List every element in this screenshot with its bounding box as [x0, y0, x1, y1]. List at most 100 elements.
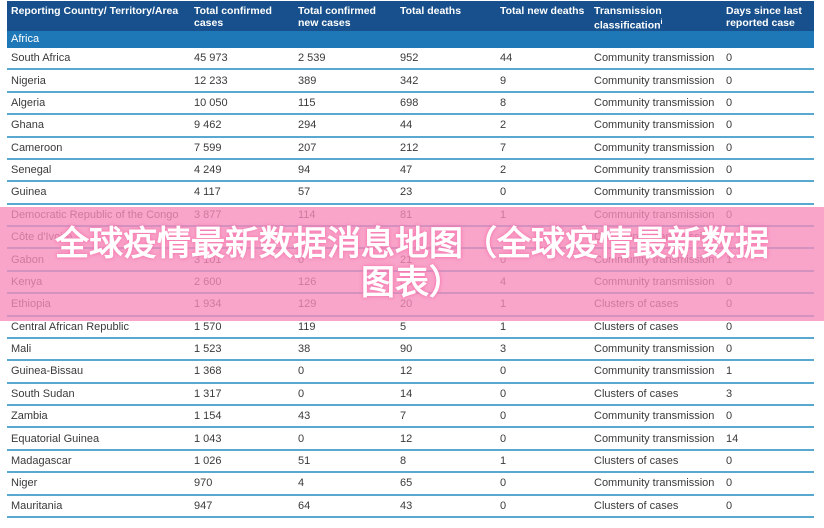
days-since-last-case-cell: 0	[726, 320, 733, 333]
col-header-reporting-country: Reporting Country/ Territory/Area	[11, 5, 179, 17]
table-header-row: Reporting Country/ Territory/Area Total …	[7, 1, 814, 31]
days-since-last-case-cell: 1	[726, 365, 733, 378]
table-row: Senegal 4 249 94 47 2 Community transmis…	[7, 159, 814, 183]
total-confirmed-cases-cell: 1 043	[194, 432, 222, 445]
table-row: Zambia 1 154 43 7 0 Community transmissi…	[7, 406, 814, 429]
total-confirmed-new-cases-cell: 0	[298, 365, 305, 378]
days-since-last-case-cell: 0	[726, 119, 733, 132]
col-header-total-confirmed-new-cases: Total confirmed new cases	[298, 5, 376, 29]
total-deaths-cell: 342	[400, 74, 419, 87]
total-new-deaths-cell: 7	[500, 141, 507, 154]
total-deaths-cell: 23	[400, 186, 413, 199]
total-confirmed-new-cases-cell: 0	[298, 387, 305, 400]
region-band-africa: Africa	[7, 31, 814, 48]
total-confirmed-cases-cell: 4 117	[194, 186, 221, 199]
transmission-classification-cell: Clusters of cases	[594, 454, 679, 467]
table-row: Mauritania 947 64 43 0 Clusters of cases…	[7, 495, 814, 518]
total-deaths-cell: 952	[400, 52, 419, 65]
transmission-classification-cell: Clusters of cases	[594, 320, 679, 333]
table-row: South Africa 45 973 2 539 952 44 Communi…	[7, 48, 814, 71]
country-name-cell: Madagascar	[11, 454, 72, 467]
table-row: Ghana 9 462 294 44 2 Community transmiss…	[7, 115, 814, 138]
total-new-deaths-cell: 2	[500, 164, 507, 177]
total-new-deaths-cell: 0	[500, 499, 507, 512]
total-confirmed-cases-cell: 7 599	[194, 141, 222, 154]
transmission-classification-cell: Community transmission	[594, 52, 715, 65]
total-confirmed-new-cases-cell: 294	[298, 119, 317, 132]
transmission-classification-cell: Clusters of cases	[594, 499, 679, 512]
col-header-total-new-deaths: Total new deaths	[500, 5, 585, 17]
total-confirmed-cases-cell: 10 050	[194, 96, 228, 109]
total-new-deaths-cell: 0	[500, 365, 507, 378]
country-name-cell: Niger	[11, 477, 38, 490]
country-name-cell: Cameroon	[11, 141, 63, 154]
days-since-last-case-cell: 0	[726, 141, 733, 154]
col-header-transmission-classification: Transmission classificationi	[589, 1, 720, 31]
total-deaths-cell: 90	[400, 343, 413, 356]
country-name-cell: Nigeria	[11, 74, 46, 87]
total-new-deaths-cell: 0	[500, 432, 507, 445]
total-confirmed-new-cases-cell: 119	[298, 320, 316, 333]
total-deaths-cell: 14	[400, 387, 413, 400]
total-confirmed-cases-cell: 45 973	[194, 52, 228, 65]
transmission-classification-cell: Community transmission	[594, 119, 715, 132]
table-row: Central African Republic 1 570 119 5 1 C…	[7, 316, 814, 339]
country-name-cell: Zambia	[11, 410, 48, 423]
total-new-deaths-cell: 1	[500, 454, 507, 467]
days-since-last-case-cell: 0	[726, 164, 733, 177]
total-new-deaths-cell: 2	[500, 119, 507, 132]
total-deaths-cell: 47	[400, 164, 413, 177]
country-name-cell: Guinea	[11, 186, 47, 199]
total-new-deaths-cell: 3	[500, 343, 507, 356]
transmission-classification-cell: Community transmission	[594, 432, 715, 445]
days-since-last-case-cell: 3	[726, 387, 733, 400]
total-confirmed-cases-cell: 970	[194, 477, 213, 490]
total-confirmed-new-cases-cell: 43	[298, 410, 311, 423]
table-row: Algeria 10 050 115 698 8 Community trans…	[7, 92, 814, 116]
transmission-classification-cell: Community transmission	[594, 477, 715, 490]
total-deaths-cell: 698	[400, 96, 419, 109]
total-confirmed-cases-cell: 12 233	[194, 74, 228, 87]
table-row: Guinea-Bissau 1 368 0 12 0 Community tra…	[7, 361, 814, 384]
days-since-last-case-cell: 0	[726, 96, 733, 109]
transmission-classification-cell: Community transmission	[594, 365, 715, 378]
transmission-classification-cell: Community transmission	[594, 96, 715, 109]
col-header-days-since-last-case: Days since last reported case	[726, 5, 802, 29]
transmission-classification-label: Transmission classification	[594, 5, 662, 31]
country-name-cell: Ghana	[11, 119, 45, 132]
total-confirmed-new-cases-cell: 94	[298, 164, 311, 177]
total-confirmed-cases-cell: 947	[194, 499, 213, 512]
transmission-classification-cell: Community transmission	[594, 141, 715, 154]
country-name-cell: Equatorial Guinea	[11, 432, 100, 445]
total-new-deaths-cell: 0	[500, 410, 507, 423]
total-new-deaths-cell: 8	[500, 96, 507, 109]
days-since-last-case-cell: 0	[726, 52, 733, 65]
table-row: South Sudan 1 317 0 14 0 Clusters of cas…	[7, 383, 814, 406]
transmission-classification-cell: Clusters of cases	[594, 387, 679, 400]
table-row: Guinea 4 117 57 23 0 Community transmiss…	[7, 182, 814, 205]
transmission-classification-cell: Community transmission	[594, 410, 715, 423]
total-new-deaths-cell: 9	[500, 74, 507, 87]
country-name-cell: Mali	[11, 343, 32, 356]
total-deaths-cell: 212	[400, 141, 419, 154]
footnote-marker: i	[660, 19, 663, 26]
days-since-last-case-cell: 0	[726, 343, 733, 356]
country-name-cell: South Sudan	[11, 387, 75, 400]
total-confirmed-cases-cell: 1 570	[194, 320, 222, 333]
days-since-last-case-cell: 14	[726, 432, 739, 445]
total-deaths-cell: 8	[400, 454, 407, 467]
col-header-total-deaths: Total deaths	[400, 5, 462, 17]
total-confirmed-cases-cell: 1 523	[194, 343, 222, 356]
days-since-last-case-cell: 0	[726, 410, 733, 423]
total-confirmed-cases-cell: 1 317	[194, 387, 222, 400]
total-new-deaths-cell: 1	[500, 320, 507, 333]
total-confirmed-cases-cell: 9 462	[194, 119, 222, 132]
total-deaths-cell: 43	[400, 499, 413, 512]
total-confirmed-cases-cell: 4 249	[194, 164, 222, 177]
country-name-cell: Guinea-Bissau	[11, 365, 84, 378]
country-name-cell: Algeria	[11, 96, 46, 109]
total-confirmed-new-cases-cell: 0	[298, 432, 305, 445]
total-confirmed-cases-cell: 1 154	[194, 410, 222, 423]
total-confirmed-new-cases-cell: 51	[298, 454, 311, 467]
total-confirmed-new-cases-cell: 64	[298, 499, 311, 512]
